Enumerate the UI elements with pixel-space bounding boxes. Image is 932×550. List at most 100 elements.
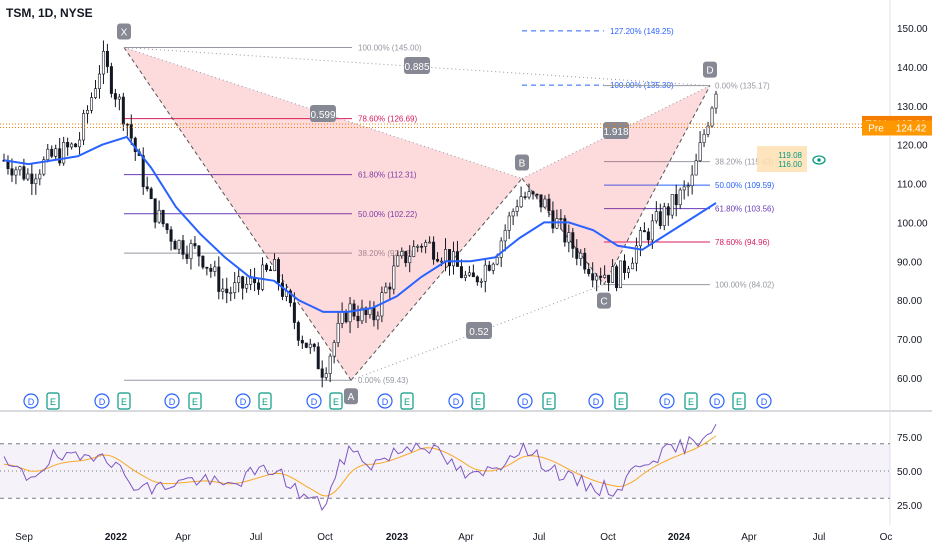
candle-body: [674, 194, 678, 206]
candle-body: [101, 51, 105, 75]
candle-body: [698, 142, 702, 162]
candle-body: [444, 249, 448, 262]
candle-body: [233, 282, 237, 293]
earnings-marker[interactable]: [188, 392, 202, 410]
earnings-marker[interactable]: [329, 392, 343, 410]
pattern-point-label: B: [519, 159, 526, 170]
x-tick-label: Jul: [813, 532, 826, 543]
candle-body: [388, 286, 392, 290]
candle-body: [14, 169, 18, 176]
fib-label-cd: 100.00% (84.02): [715, 281, 774, 290]
dividend-marker[interactable]: [588, 393, 604, 409]
candle-body: [34, 178, 38, 184]
candle-body: [491, 263, 495, 271]
candle-body: [495, 257, 499, 265]
earnings-marker[interactable]: [471, 392, 485, 410]
dividend-marker[interactable]: [448, 393, 464, 409]
candle-body: [10, 168, 14, 176]
dividend-marker-label: D: [382, 397, 389, 407]
y-tick-label: 70.00: [897, 335, 922, 346]
candle-body: [400, 251, 404, 257]
candle-body: [50, 148, 54, 157]
pre-badge[interactable]: [862, 120, 890, 136]
candle-body: [591, 273, 595, 281]
candle-body: [623, 260, 627, 273]
pattern-point-badge[interactable]: [515, 154, 529, 171]
earnings-marker[interactable]: [258, 392, 272, 410]
candle-body: [615, 266, 619, 289]
ratio-badge: [404, 57, 430, 74]
dividend-marker[interactable]: [377, 393, 393, 409]
watch-box[interactable]: [757, 146, 807, 172]
pattern-point-badge[interactable]: [344, 388, 358, 405]
candle-body: [340, 311, 344, 324]
candle-body: [316, 346, 320, 370]
dividend-marker[interactable]: [235, 393, 251, 409]
candle-body: [519, 196, 523, 208]
pattern-leg: [521, 178, 605, 285]
eye-icon[interactable]: [812, 155, 826, 165]
pattern-point-badge[interactable]: [117, 23, 131, 40]
x-tick-label: Jul: [250, 532, 263, 543]
candle-body: [38, 173, 42, 180]
earnings-marker[interactable]: [46, 392, 60, 410]
earnings-marker[interactable]: [684, 392, 698, 410]
candle-body: [654, 211, 658, 222]
candle-body: [332, 342, 336, 357]
dividend-marker-label: D: [664, 397, 671, 407]
x-tick-label: Oct: [600, 532, 616, 543]
candle-body: [666, 206, 670, 216]
candle-body: [467, 272, 471, 276]
fib-label-cd: 61.80% (103.56): [715, 205, 774, 214]
x-tick-label: Oct: [317, 532, 333, 543]
earnings-marker[interactable]: [732, 392, 746, 410]
dividend-marker[interactable]: [756, 393, 772, 409]
candle-body: [543, 198, 547, 208]
candle-body: [646, 231, 650, 241]
earnings-marker[interactable]: [614, 392, 628, 410]
dividend-marker-label: D: [169, 397, 176, 407]
dividend-marker[interactable]: [306, 393, 322, 409]
earnings-marker-label: E: [50, 397, 56, 407]
x-tick-label: Jul: [533, 532, 546, 543]
dividend-marker-label: D: [99, 397, 106, 407]
pattern-point-badge[interactable]: [597, 292, 611, 309]
candle-body: [587, 268, 591, 274]
pattern-point-badge[interactable]: [703, 61, 717, 78]
candle-body: [153, 198, 157, 223]
earnings-marker-label: E: [404, 397, 410, 407]
candle-body: [535, 193, 539, 196]
dividend-marker-label: D: [522, 397, 529, 407]
dividend-marker[interactable]: [709, 393, 725, 409]
chart-title: TSM, 1D, NYSE: [6, 6, 93, 20]
dividend-marker[interactable]: [94, 393, 110, 409]
candle-body: [245, 283, 249, 289]
fib-label-ext: 127.20% (149.25): [610, 27, 674, 36]
candle-body: [396, 255, 400, 267]
earnings-marker[interactable]: [400, 392, 414, 410]
series-moving-average: [3, 135, 717, 313]
earnings-marker[interactable]: [542, 392, 556, 410]
fib-label-cd: 50.00% (109.59): [715, 181, 774, 190]
x-tick-label: 2022: [105, 532, 128, 543]
dividend-marker-label: D: [593, 397, 600, 407]
dividend-marker[interactable]: [659, 393, 675, 409]
candle-body: [265, 264, 269, 271]
candle-body: [507, 215, 511, 231]
dividend-marker[interactable]: [164, 393, 180, 409]
candle-body: [344, 311, 348, 323]
candle-body: [296, 322, 300, 341]
candle-body: [324, 373, 328, 378]
candle-body: [670, 194, 674, 216]
earnings-marker[interactable]: [117, 392, 131, 410]
candle-body: [348, 303, 352, 323]
y-tick-label: 150.00: [897, 24, 928, 35]
candle-body: [714, 93, 718, 109]
candle-body: [447, 249, 451, 267]
candle-body: [26, 173, 30, 180]
candle-body: [436, 259, 440, 262]
dividend-marker[interactable]: [23, 393, 39, 409]
dividend-marker[interactable]: [517, 393, 533, 409]
candle-body: [189, 243, 193, 259]
